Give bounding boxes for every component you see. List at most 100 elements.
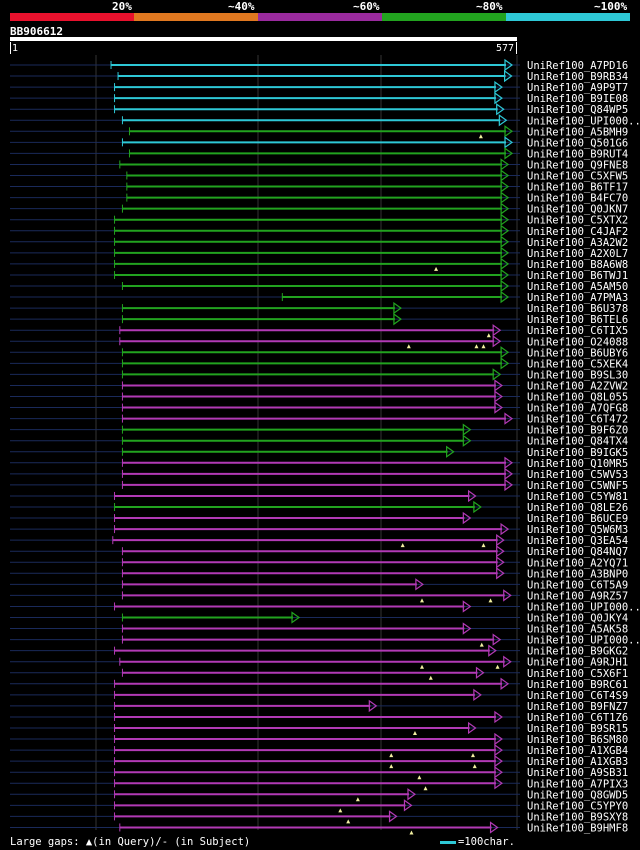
hit-label[interactable]: UniRef100_C5WV53	[527, 469, 628, 481]
hit-label[interactable]: UniRef100_C4JAF2	[527, 226, 628, 238]
hit-row[interactable]: UniRef100_Q0JKN7	[10, 202, 628, 216]
hit-row[interactable]: UniRef100_B9RB34	[10, 69, 628, 83]
hit-row[interactable]: UniRef100_C5X6F1	[10, 666, 628, 680]
hit-row[interactable]: UniRef100_Q501G6	[10, 136, 628, 149]
hit-row[interactable]: UniRef100_B9IGK5	[10, 445, 628, 459]
hit-row[interactable]: UniRef100_UPI000..	[10, 114, 640, 127]
hit-label[interactable]: UniRef100_Q0JKN7	[527, 204, 628, 216]
hit-row[interactable]: UniRef100_A1XGB3	[10, 754, 628, 769]
hit-label[interactable]: UniRef100_Q84WP5	[527, 104, 628, 116]
hit-label[interactable]: UniRef100_B9SXY8	[527, 811, 628, 823]
hit-row[interactable]: UniRef100_A9P9T7	[10, 80, 628, 94]
hit-row[interactable]: UniRef100_A7PIX3	[10, 777, 628, 791]
hit-row[interactable]: UniRef100_A2ZVW2	[10, 379, 628, 392]
hit-row[interactable]: UniRef100_Q8L055	[10, 390, 628, 404]
hit-row[interactable]: UniRef100_UPI000..	[10, 633, 640, 647]
hit-row[interactable]: UniRef100_A5AM50	[10, 279, 628, 293]
hit-label[interactable]: UniRef100_Q84NQ7	[527, 546, 628, 558]
hit-row[interactable]: UniRef100_B6TF17	[10, 180, 628, 194]
hit-label[interactable]: UniRef100_A7PIX3	[527, 778, 628, 790]
hit-row[interactable]: UniRef100_B8A6W8	[10, 257, 628, 271]
hit-label[interactable]: UniRef100_B6UBY6	[527, 347, 628, 359]
hit-row[interactable]: UniRef100_B6UBY6	[10, 346, 628, 359]
hit-label[interactable]: UniRef100_A7PD16	[527, 60, 628, 72]
hit-label[interactable]: UniRef100_A2ZVW2	[527, 380, 628, 392]
hit-row[interactable]: UniRef100_A9RJH1	[10, 655, 628, 669]
hit-label[interactable]: UniRef100_Q5W6M3	[527, 524, 628, 536]
hit-row[interactable]: UniRef100_B9RUT4	[10, 147, 628, 160]
hit-row[interactable]: UniRef100_C5XEK4	[10, 357, 628, 370]
hit-label[interactable]: UniRef100_A9SB31	[527, 767, 628, 779]
hit-row[interactable]: UniRef100_C6T4S9	[10, 688, 628, 702]
hit-row[interactable]: UniRef100_Q8GWD5	[10, 788, 628, 802]
hit-row[interactable]: UniRef100_A9RZ57	[10, 589, 628, 603]
hit-row[interactable]: UniRef100_C5WNF5	[10, 478, 628, 492]
hit-label[interactable]: UniRef100_B6UCE9	[527, 513, 628, 525]
hit-label[interactable]: UniRef100_Q501G6	[527, 137, 628, 149]
hit-row[interactable]: UniRef100_C5YW81	[10, 489, 628, 503]
hit-label[interactable]: UniRef100_A9RJH1	[527, 657, 628, 669]
hit-row[interactable]: UniRef100_B6U378	[10, 301, 628, 315]
hit-row[interactable]: UniRef100_B6TEL6	[10, 312, 628, 326]
hit-row[interactable]: UniRef100_C4JAF2	[10, 224, 628, 238]
hit-row[interactable]: UniRef100_Q84TX4	[10, 434, 628, 448]
hit-row[interactable]: UniRef100_A7QFG8	[10, 401, 628, 415]
hit-row[interactable]: UniRef100_B9SXY8	[10, 810, 628, 824]
hit-label[interactable]: UniRef100_B9FNZ7	[527, 701, 628, 713]
hit-label[interactable]: UniRef100_A5AK58	[527, 624, 628, 636]
hit-row[interactable]: UniRef100_Q84WP5	[10, 103, 628, 116]
hit-row[interactable]: UniRef100_A2X0L7	[10, 246, 628, 260]
hit-label[interactable]: UniRef100_Q0JKY4	[527, 613, 628, 625]
hit-label[interactable]: UniRef100_C5X6F1	[527, 668, 628, 680]
hit-row[interactable]: UniRef100_C5XFW5	[10, 169, 628, 183]
hit-label[interactable]: UniRef100_B9GKG2	[527, 646, 628, 658]
hit-label[interactable]: UniRef100_C5XEK4	[527, 358, 628, 370]
hit-label[interactable]: UniRef100_B9IE08	[527, 93, 628, 105]
hit-row[interactable]: UniRef100_C6TIX5	[10, 324, 628, 338]
hit-row[interactable]: UniRef100_UPI000..	[10, 600, 640, 613]
hit-label[interactable]: UniRef100_A5BMH9	[527, 126, 628, 138]
hit-label[interactable]: UniRef100_B6U378	[527, 303, 628, 315]
hit-row[interactable]: UniRef100_Q8LE26	[10, 500, 628, 514]
hit-label[interactable]: UniRef100_B9F6Z0	[527, 425, 628, 437]
hit-row[interactable]: UniRef100_C6T1Z6	[10, 710, 628, 724]
hit-row[interactable]: UniRef100_Q3EA54	[10, 533, 628, 548]
hit-row[interactable]: UniRef100_A7PMA3	[10, 290, 628, 304]
hit-label[interactable]: UniRef100_Q10MR5	[527, 458, 628, 470]
hit-row[interactable]: UniRef100_A7PD16	[10, 58, 628, 72]
hit-label[interactable]: UniRef100_B9SL30	[527, 369, 628, 381]
hit-row[interactable]: UniRef100_A2YQ71	[10, 556, 628, 569]
hit-label[interactable]: UniRef100_A3BNP0	[527, 568, 628, 580]
hit-row[interactable]: UniRef100_C5WV53	[10, 467, 628, 481]
hit-label[interactable]: UniRef100_Q84TX4	[527, 436, 628, 448]
hit-row[interactable]: UniRef100_B9FNZ7	[10, 699, 628, 713]
hit-label[interactable]: UniRef100_C5YPY0	[527, 800, 628, 812]
hit-row[interactable]: UniRef100_B9IE08	[10, 91, 628, 105]
hit-label[interactable]: UniRef100_A3A2W2	[527, 237, 628, 249]
hit-label[interactable]: UniRef100_B9HMF8	[527, 822, 628, 834]
hit-row[interactable]: UniRef100_A1XGB4	[10, 743, 628, 758]
hit-label[interactable]: UniRef100_A7PMA3	[527, 292, 628, 304]
hit-row[interactable]: UniRef100_A3BNP0	[10, 567, 628, 580]
hit-label[interactable]: UniRef100_C6TIX5	[527, 325, 628, 337]
hit-row[interactable]: UniRef100_B9HMF8	[10, 821, 628, 835]
hit-label[interactable]: UniRef100_A2YQ71	[527, 557, 628, 569]
hit-label[interactable]: UniRef100_C6T1Z6	[527, 712, 628, 724]
hit-row[interactable]: UniRef100_Q10MR5	[10, 456, 628, 470]
hit-label[interactable]: UniRef100_A2X0L7	[527, 248, 628, 260]
hit-label[interactable]: UniRef100_B8A6W8	[527, 259, 628, 271]
hit-label[interactable]: UniRef100_O24088	[527, 336, 628, 348]
hit-label[interactable]: UniRef100_B9SR15	[527, 723, 628, 735]
hit-row[interactable]: UniRef100_B9SL30	[10, 368, 628, 381]
hit-label[interactable]: UniRef100_A1XGB4	[527, 745, 628, 757]
hit-label[interactable]: UniRef100_UPI000..	[527, 635, 640, 647]
hit-label[interactable]: UniRef100_C6T472	[527, 414, 628, 426]
hit-row[interactable]: UniRef100_A5AK58	[10, 622, 628, 636]
hit-label[interactable]: UniRef100_UPI000..	[527, 601, 640, 613]
hit-label[interactable]: UniRef100_A7QFG8	[527, 403, 628, 415]
hit-label[interactable]: UniRef100_A9P9T7	[527, 82, 628, 94]
hit-row[interactable]: UniRef100_O24088	[10, 335, 628, 349]
hit-label[interactable]: UniRef100_B6TF17	[527, 182, 628, 194]
hit-row[interactable]: UniRef100_B6SM80	[10, 732, 628, 746]
hit-row[interactable]: UniRef100_C6T5A9	[10, 578, 628, 591]
